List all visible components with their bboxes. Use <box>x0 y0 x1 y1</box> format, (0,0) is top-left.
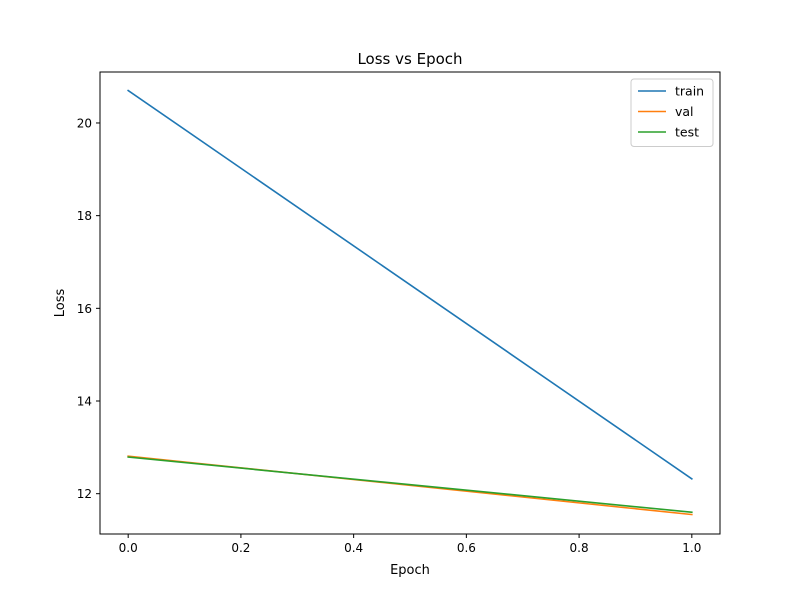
y-tick-label: 16 <box>77 302 92 316</box>
x-tick-label: 0.8 <box>570 541 589 555</box>
series-line-train <box>127 89 693 480</box>
x-tick-label: 0.2 <box>231 541 250 555</box>
x-tick-label: 0.6 <box>457 541 476 555</box>
y-tick-label: 20 <box>77 116 92 130</box>
y-tick-label: 12 <box>77 487 92 501</box>
y-axis-ticks: 12 14 16 18 20 <box>77 116 100 501</box>
x-axis-label: Epoch <box>390 563 430 578</box>
legend-label-test: test <box>675 125 699 140</box>
y-tick-label: 18 <box>77 209 92 223</box>
series-line-test <box>127 456 693 514</box>
x-tick-label: 0.4 <box>344 541 363 555</box>
series-layer <box>127 89 693 516</box>
legend: train val test <box>630 78 714 147</box>
x-tick-label: 1.0 <box>682 541 701 555</box>
chart-title: Loss vs Epoch <box>357 50 462 68</box>
y-axis-label: Loss <box>53 289 68 318</box>
x-axis-ticks: 0.0 0.2 0.4 0.6 0.8 1.0 <box>119 534 701 555</box>
y-tick-label: 14 <box>77 395 92 409</box>
legend-label-val: val <box>675 104 694 119</box>
legend-label-train: train <box>675 84 704 99</box>
legend-box <box>630 78 714 147</box>
x-tick-label: 0.0 <box>119 541 138 555</box>
plot-area-frame <box>99 71 721 535</box>
